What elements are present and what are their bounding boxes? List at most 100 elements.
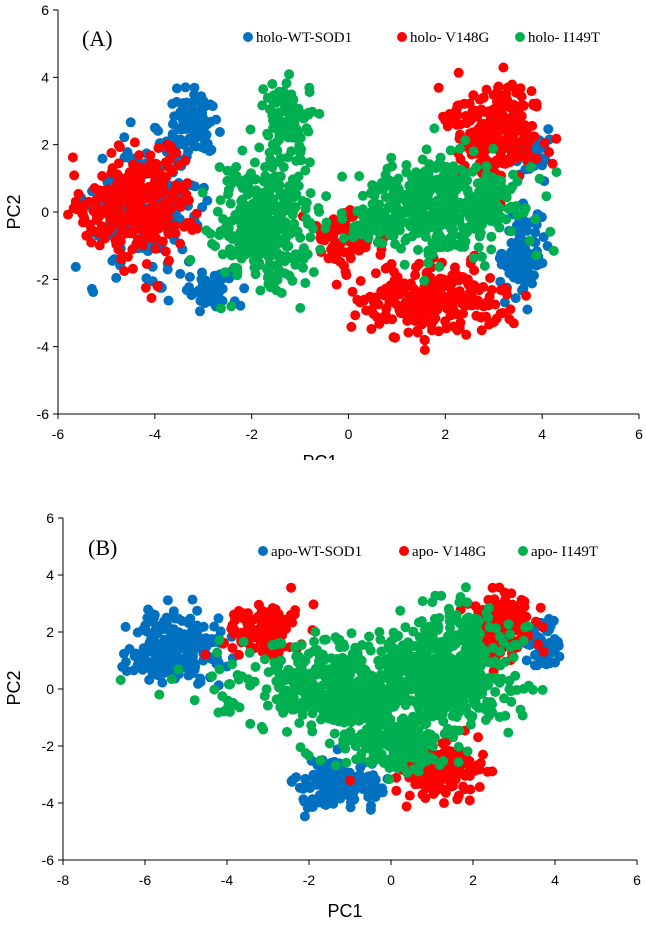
scatter-point-2: [506, 226, 517, 237]
scatter-point-1: [162, 161, 173, 172]
scatter-point-2: [524, 235, 535, 246]
scatter-point-2: [468, 146, 479, 157]
scatter-point-0: [143, 604, 154, 615]
scatter-point-0: [149, 122, 160, 133]
scatter-point-1: [474, 764, 485, 775]
scatter-point-2: [298, 262, 308, 273]
scatter-point-0: [346, 797, 356, 808]
scatter-point-2: [476, 648, 487, 659]
scatter-point-2: [259, 211, 270, 221]
scatter-point-2: [166, 674, 177, 685]
scatter-point-2: [415, 760, 426, 770]
scatter-point-0: [195, 295, 206, 306]
scatter-point-0: [287, 775, 298, 786]
scatter-point-2: [248, 255, 259, 266]
scatter-point-1: [226, 623, 237, 634]
x-tick-label: -2: [245, 426, 258, 442]
scatter-point-1: [261, 627, 272, 638]
scatter-point-0: [144, 638, 155, 649]
scatter-point-2: [367, 180, 378, 191]
scatter-point-2: [323, 678, 334, 689]
scatter-point-2: [243, 230, 254, 241]
x-ticks: -6 -4 -2 0 2 4 6: [52, 414, 643, 442]
scatter-point-0: [168, 119, 178, 130]
scatter-point-1: [430, 769, 441, 780]
scatter-point-2: [278, 162, 289, 172]
scatter-point-0: [119, 132, 130, 143]
scatter-point-1: [538, 646, 549, 657]
scatter-point-2: [214, 162, 225, 173]
scatter-point-2: [396, 741, 407, 752]
scatter-point-0: [184, 272, 195, 282]
scatter-point-2: [491, 623, 501, 634]
y-axis-label: PC2: [4, 194, 24, 229]
scatter-point-2: [303, 109, 314, 120]
scatter-point-1: [143, 163, 154, 174]
scatter-point-2: [305, 694, 316, 705]
scatter-point-2: [545, 226, 556, 237]
scatter-point-1: [156, 188, 167, 199]
scatter-point-0: [239, 283, 250, 294]
scatter-point-1: [415, 287, 426, 298]
x-ticks: -8 -6 -4 -2 0 2 4 6: [57, 860, 641, 888]
scatter-point-1: [432, 298, 443, 309]
scatter-point-1: [191, 208, 202, 219]
scatter-point-1: [97, 171, 108, 181]
scatter-point-1: [119, 266, 130, 277]
scatter-point-2: [492, 190, 503, 201]
scatter-point-1: [112, 208, 123, 218]
scatter-point-1: [68, 203, 79, 214]
scatter-point-2: [345, 726, 356, 737]
scatter-point-1: [474, 782, 485, 792]
scatter-point-1: [450, 774, 461, 785]
scatter-point-2: [399, 259, 410, 270]
scatter-point-2: [363, 641, 374, 652]
scatter-point-2: [451, 240, 462, 251]
scatter-point-2: [495, 646, 505, 657]
scatter-point-0: [371, 782, 382, 793]
scatter-point-2: [358, 701, 369, 712]
scatter-point-2: [469, 670, 480, 681]
scatter-point-2: [341, 689, 352, 700]
scatter-point-2: [473, 242, 484, 253]
scatter-point-0: [162, 595, 173, 606]
scatter-point-0: [554, 651, 565, 662]
scatter-point-1: [132, 161, 143, 172]
scatter-point-1: [97, 222, 108, 233]
scatter-point-1: [241, 626, 252, 637]
scatter-point-2: [438, 756, 449, 766]
scatter-point-1: [547, 158, 558, 169]
scatter-point-1: [485, 120, 495, 131]
scatter-point-1: [401, 801, 412, 812]
x-axis-label: PC1: [302, 452, 337, 460]
scatter-point-1: [112, 169, 123, 180]
scatter-point-2: [423, 196, 434, 207]
y-tick-label: 6: [46, 510, 54, 526]
scatter-point-1: [175, 201, 186, 212]
x-tick-label: 6: [633, 872, 641, 888]
scatter-point-0: [196, 274, 207, 285]
scatter-point-2: [395, 605, 406, 616]
scatter-point-0: [318, 771, 329, 782]
legend-label-1: holo- V148G: [410, 30, 489, 46]
scatter-point-1: [380, 283, 391, 294]
scatter-point-1: [502, 115, 513, 126]
scatter-point-2: [363, 216, 374, 227]
scatter-point-2: [337, 661, 348, 671]
scatter-point-2: [374, 627, 385, 637]
scatter-point-1: [473, 732, 484, 743]
scatter-point-2: [262, 700, 273, 711]
scatter-point-2: [427, 597, 438, 608]
scatter-point-2: [390, 239, 401, 250]
scatter-point-1: [153, 143, 164, 153]
scatter-point-2: [286, 146, 297, 157]
scatter-point-2: [282, 726, 292, 737]
scatter-point-1: [370, 268, 381, 279]
scatter-point-0: [527, 278, 537, 289]
scatter-point-0: [185, 613, 196, 624]
scatter-point-2: [419, 275, 430, 286]
x-tick-label: -6: [139, 872, 152, 888]
scatter-point-2: [357, 190, 368, 201]
scatter-point-2: [214, 664, 225, 675]
scatter-point-1: [458, 308, 468, 319]
